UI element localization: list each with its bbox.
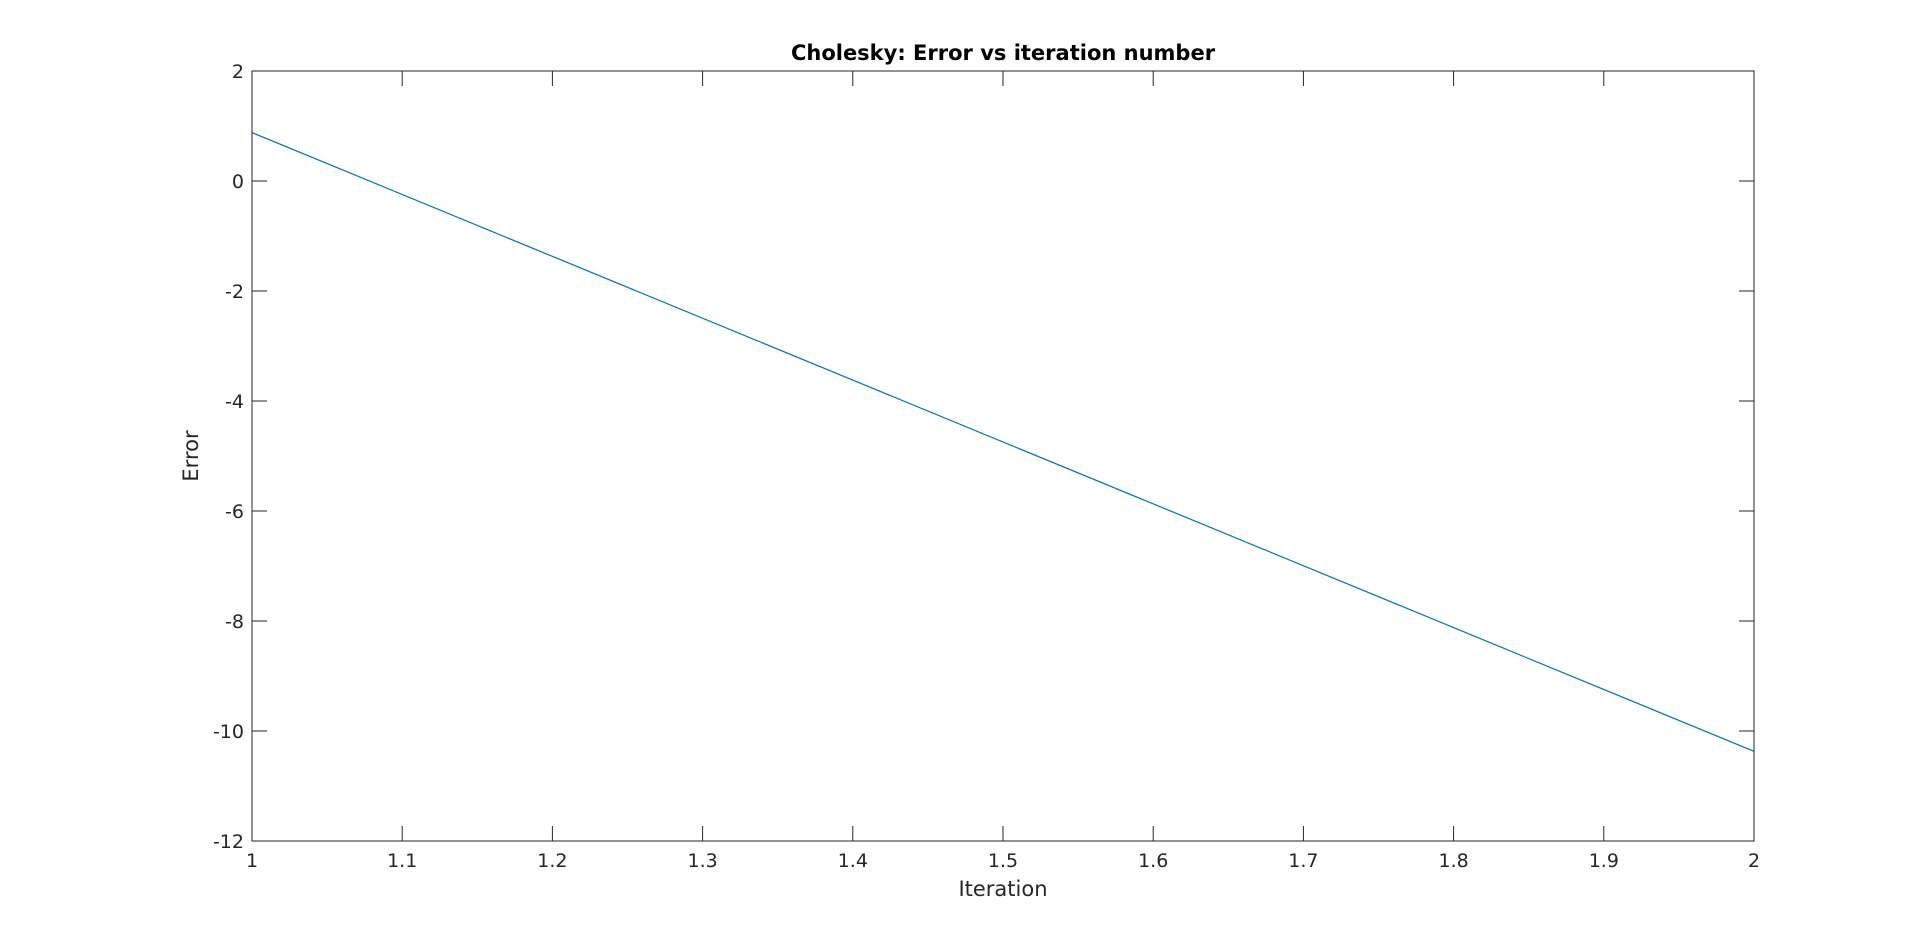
x-tick-label: 1.9 (1589, 850, 1619, 872)
y-tick-label: -8 (225, 611, 244, 633)
x-tick-label: 1.4 (838, 850, 868, 872)
chart-title: Cholesky: Error vs iteration number (791, 41, 1216, 65)
x-axis-ticks: 1 1.1 1.2 1.3 1.4 1.5 1.6 1.7 1.8 1.9 2 (246, 71, 1760, 872)
y-tick-label: -2 (225, 281, 244, 303)
x-tick-label: 1 (246, 850, 258, 872)
y-tick-label: -6 (225, 501, 244, 523)
plot-area (252, 71, 1754, 841)
y-tick-label: 2 (232, 61, 244, 83)
x-tick-label: 1.1 (387, 850, 417, 872)
series-line-error (251, 132, 1755, 752)
x-tick-label: 1.3 (687, 850, 717, 872)
y-axis-label: Error (179, 430, 203, 482)
y-tick-label: 0 (232, 171, 244, 193)
x-tick-label: 1.8 (1438, 850, 1468, 872)
x-axis-label: Iteration (958, 877, 1047, 901)
x-tick-label: 1.6 (1138, 850, 1168, 872)
x-tick-label: 1.7 (1288, 850, 1318, 872)
y-tick-label: -10 (213, 721, 244, 743)
x-tick-label: 1.5 (988, 850, 1018, 872)
x-tick-label: 2 (1748, 850, 1760, 872)
y-tick-label: -4 (225, 391, 244, 413)
y-axis-ticks: -12 -10 -8 -6 -4 -2 0 2 (213, 61, 1754, 853)
series-layer (251, 132, 1755, 752)
y-tick-label: -12 (213, 831, 244, 853)
x-tick-label: 1.2 (537, 850, 567, 872)
